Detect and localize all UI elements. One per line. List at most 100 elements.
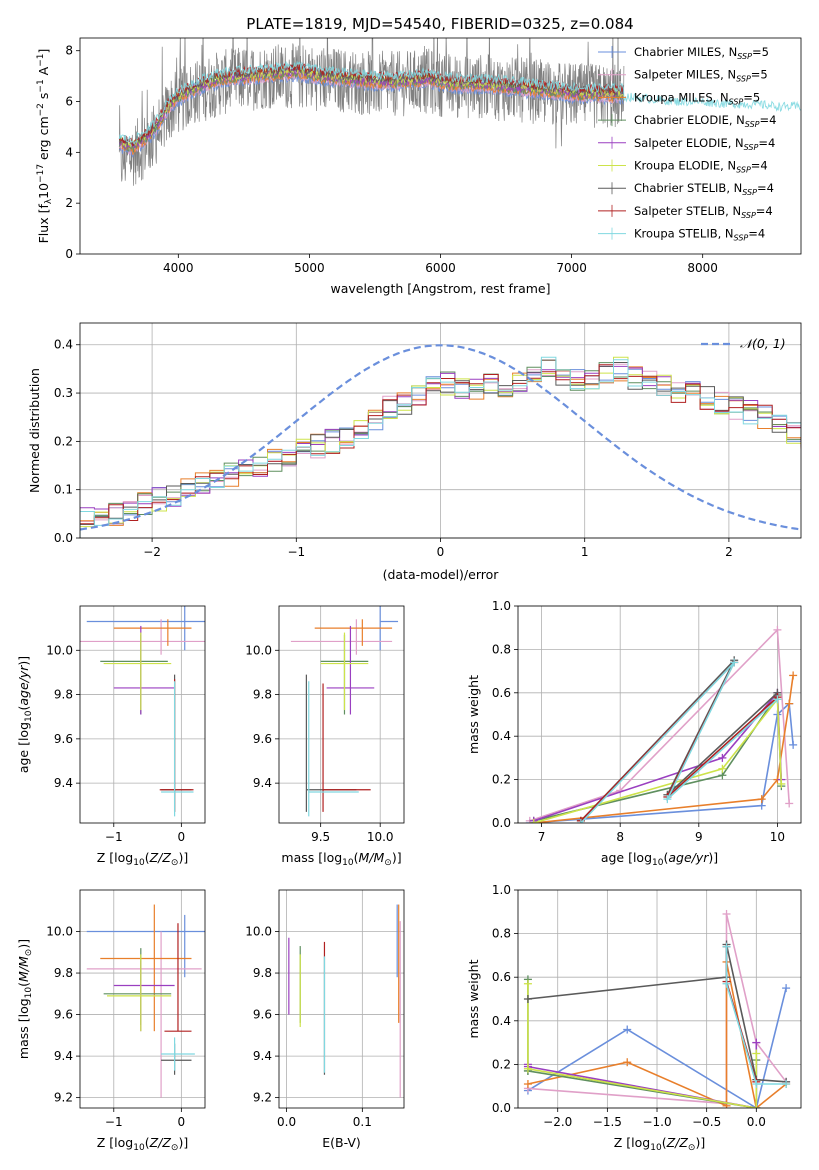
mass_vs_Z-xtick-label: −1 (105, 1115, 123, 1129)
residuals-xtick-label: 0 (437, 545, 445, 559)
mass_weight_vs_Z-xtick-label: −1.5 (593, 1115, 622, 1129)
mass_weight_vs_age-series-line (533, 697, 783, 823)
age_vs_mass-ytick-label: 9.6 (253, 732, 272, 746)
age_vs_Z-frame (79, 605, 206, 824)
mass_weight_vs_age-point-marker (529, 819, 538, 823)
age_vs_Z-ytick-label: 9.4 (54, 776, 73, 790)
figure-title: PLATE=1819, MJD=54540, FIBERID=0325, z=0… (246, 15, 633, 33)
residuals-frame (79, 322, 802, 539)
age_vs_mass-errorbar (314, 619, 393, 646)
spectrum-ytick-label: 4 (65, 145, 73, 159)
mass_weight_vs_Z-ylabel: mass weight (466, 959, 481, 1038)
age_vs_mass-errorbar (379, 606, 399, 651)
spectrum-xtick-label: 7000 (556, 261, 587, 275)
mass_weight_vs_age-point-marker (789, 740, 798, 749)
mass_weight_vs_Z-point-marker (722, 979, 731, 988)
mass_weight_vs_age-series-line (580, 661, 778, 822)
mass_vs_Z-panel: −1 0 9.2 9.4 9.6 9.8 10.0 Z [log10(Z/Z⊙)] mass [… (16, 889, 206, 1153)
residuals-plot-area (80, 344, 801, 538)
mass_vs_Z-errorbar (164, 923, 192, 1032)
mass_vs_Z-errorbar (100, 904, 192, 1032)
residual-legend-entry: 𝒩(0, 1) (740, 336, 786, 351)
spectrum-ytick-label: 6 (65, 95, 73, 109)
age_vs_Z-panel: −1 0 9.4 9.6 9.8 10.0 Z [log10(Z/Z⊙)] age [log1… (16, 605, 206, 868)
age_vs_mass-ytick-label: 10.0 (245, 643, 272, 657)
mass_weight_vs_age-ytick-label: 1.0 (492, 599, 511, 613)
mass_weight_vs_Z-ytick-label: 0.4 (492, 1014, 511, 1028)
mass_weight_vs_Z-ytick-label: 0.2 (492, 1057, 511, 1071)
mass_weight_vs_age-point-marker (718, 764, 727, 773)
mass_weight_vs_Z-point-marker (782, 1080, 791, 1089)
mass_weight_vs_Z-point-marker (752, 1038, 761, 1047)
mass_vs_ebv-ytick-label: 10.0 (245, 925, 272, 939)
mass_weight_vs_Z-point-marker (623, 1025, 632, 1034)
residuals-ytick-label: 0.3 (54, 386, 73, 400)
mass_vs_ebv-frame (278, 889, 405, 1109)
spectrum-legend-entry: Kroupa ELODIE, NSSP=4 (634, 159, 768, 175)
mass_vs_ebv-ytick-label: 9.6 (253, 1008, 272, 1022)
mass_weight_vs_Z-point-marker (722, 909, 731, 918)
age_vs_Z-errorbar (113, 625, 175, 715)
mass_weight_vs_age-point-marker (785, 699, 794, 708)
mass_weight_vs_Z-frame (517, 889, 802, 1109)
mass_vs_Z-errorbar (161, 1037, 195, 1071)
mass_vs_ebv-xlabel: E(B-V) (322, 1135, 361, 1150)
spectrum-xtick-label: 4000 (163, 261, 194, 275)
mass_weight_vs_age-panel: 7 8 9 10 0.0 0.2 0.4 0.6 0.8 1.0 age [log10(age/yr… (466, 599, 802, 868)
mass_vs_Z-ylabel: mass [log10(M/M⊙)] (16, 939, 34, 1059)
mass_vs_Z-errorbar (86, 914, 205, 978)
mass_weight_vs_age-series-line (533, 675, 794, 823)
spectrum-frame (79, 37, 802, 255)
mass_weight_vs_Z-ytick-label: 0.8 (492, 927, 511, 941)
mass_weight_vs_Z-point-marker (523, 979, 532, 988)
age_vs_mass-plot-area (290, 606, 399, 817)
mass_vs_Z-ytick-label: 10.0 (46, 925, 73, 939)
mass_weight_vs_Z-point-marker (752, 1104, 761, 1108)
age_vs_Z-ylabel: age [log10(age/yr)] (16, 656, 34, 773)
mass_weight_vs_Z-series-line (527, 987, 787, 1108)
mass_vs_Z-ytick-label: 9.8 (54, 966, 73, 980)
mass_vs_Z-xlabel: Z [log10(Z/Z⊙)] (97, 1135, 188, 1153)
mass_weight_vs_age-point-marker (730, 658, 739, 667)
mass_weight_vs_Z-point-marker (752, 1080, 761, 1089)
residuals-xtick-label: −1 (287, 545, 305, 559)
age_vs_Z-xtick-label: −1 (105, 830, 123, 844)
residual-histogram (80, 364, 801, 538)
normal-pdf-curve (80, 344, 801, 531)
spectrum-legend-entry: Chabrier STELIB, NSSP=4 (634, 181, 774, 197)
spectrum-legend-entry: Salpeter STELIB, NSSP=4 (634, 204, 773, 220)
mass_weight_vs_Z-xtick-label: −1.0 (642, 1115, 671, 1129)
mass_weight_vs_Z-point-marker (523, 995, 532, 1003)
mass_weight_vs_age-series-line (529, 628, 790, 822)
age_vs_mass-errorbar (326, 625, 375, 715)
age_vs_mass-errorbar (322, 683, 371, 812)
mass_weight_vs_age-point-marker (785, 799, 794, 808)
age_vs_Z-ytick-label: 9.6 (54, 732, 73, 746)
mass_weight_vs_age-ytick-label: 0.4 (492, 729, 511, 743)
spectrum-plot-area (118, 38, 801, 186)
residuals-ytick-label: 0.2 (54, 434, 73, 448)
mass_weight_vs_Z-point-marker (752, 1049, 761, 1058)
mass_vs_Z-ytick-label: 9.2 (54, 1091, 73, 1105)
mass_weight_vs_Z-series-line (725, 946, 787, 1085)
mass_weight_vs_age-frame (517, 605, 802, 824)
mass_weight_vs_Z-point-marker (623, 1058, 632, 1067)
mass_weight_vs_Z-point-marker (722, 942, 731, 951)
residuals-ytick-label: 0.1 (54, 483, 73, 497)
mass_weight_vs_Z-xlabel: Z [log10(Z/Z⊙)] (614, 1135, 705, 1153)
mass_vs_ebv-ytick-label: 9.8 (253, 966, 272, 980)
spectrum-panel: 4000 5000 6000 7000 8000 0 2 4 6 8 wavelength [Ang… (36, 37, 802, 296)
mass_weight_vs_age-xtick-label: 8 (616, 830, 624, 844)
age_vs_Z-errorbar (103, 632, 172, 711)
age_vs_mass-frame (278, 605, 405, 824)
spectrum-ytick-label: 0 (65, 247, 73, 261)
age_vs_Z-errorbar (86, 606, 205, 651)
age_vs_Z-errorbar (80, 619, 205, 655)
mass_weight_vs_age-point-marker (773, 695, 782, 704)
mass_weight_vs_Z-ytick-label: 0.6 (492, 970, 511, 984)
age_vs_Z-xlabel: Z [log10(Z/Z⊙)] (97, 850, 188, 868)
spectrum-ytick-label: 2 (65, 196, 73, 210)
mass_weight_vs_Z-point-marker (523, 1064, 532, 1073)
age_vs_Z-plot-area (80, 606, 205, 817)
mass_vs_Z-errorbar (86, 931, 202, 1098)
